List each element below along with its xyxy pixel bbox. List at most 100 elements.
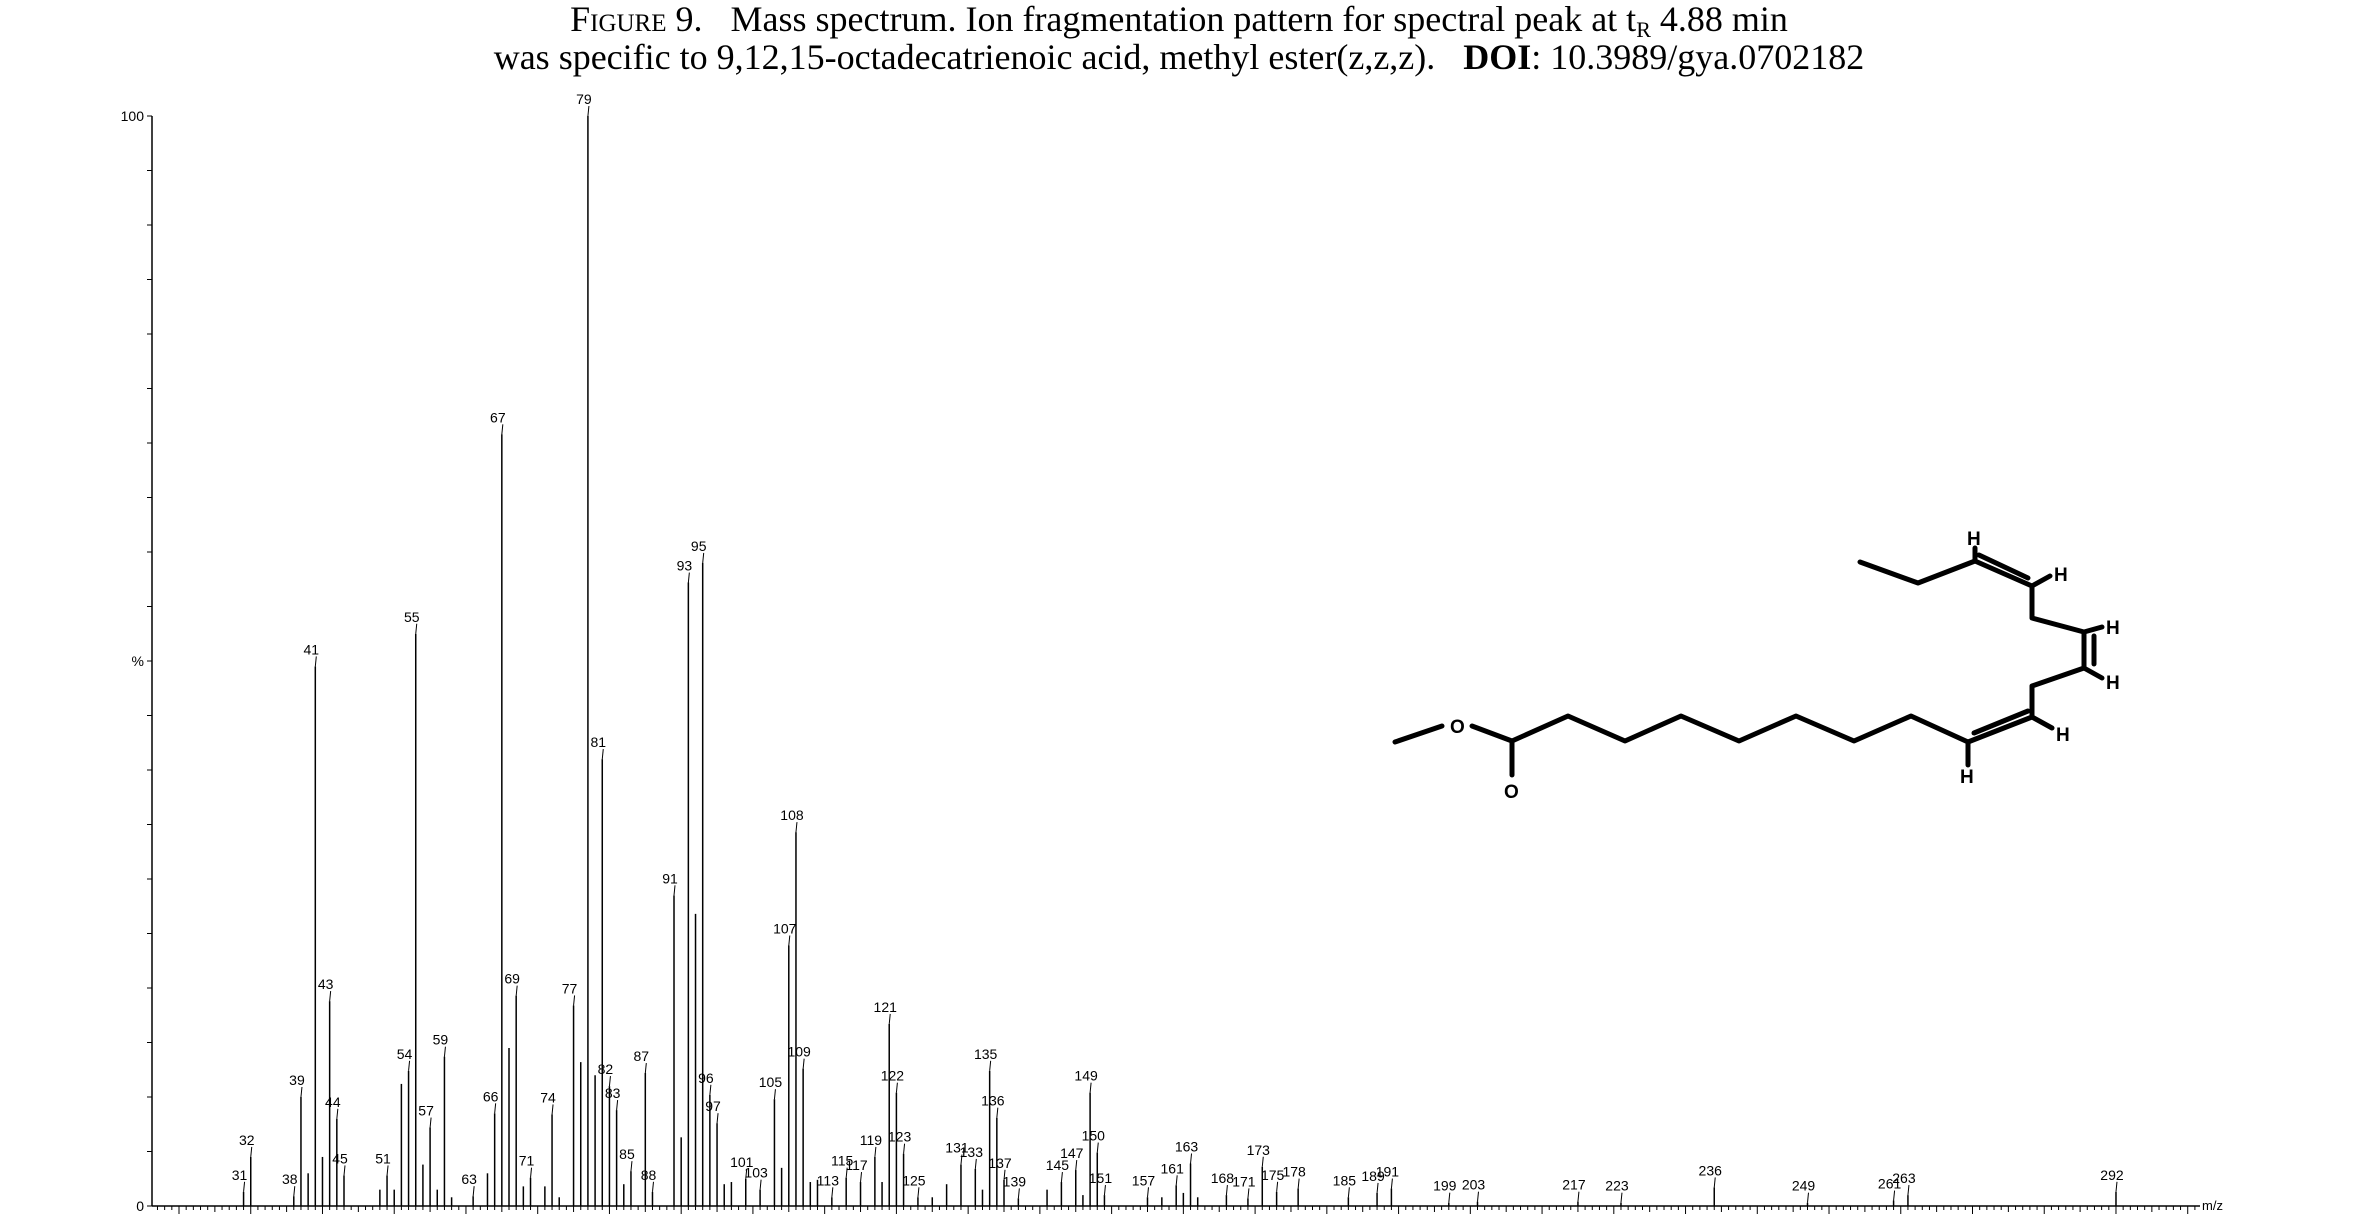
peak-label-leader [415,623,418,634]
peak-label: 236 [1699,1162,1723,1178]
peak-label: 79 [576,91,592,107]
peak-label: 150 [1082,1128,1106,1144]
peak-label-leader [888,1013,891,1025]
caption-text-2: was specific to 9,12,15-octadecatrienoic… [493,37,1436,77]
peak-label-leader [802,1058,805,1069]
peak-label-leader [1190,1153,1193,1164]
peak-label: 45 [332,1150,348,1166]
peak-label-leader [644,1062,647,1074]
peak-label: 171 [1232,1173,1256,1189]
peak-label-leader [587,105,590,117]
caption-text-1: Mass spectrum. Ion fragmentation pattern… [730,0,1637,39]
peak-label-leader [860,1171,863,1183]
peak-label: 217 [1562,1177,1586,1193]
peak-label: 137 [988,1155,1012,1171]
peak-label-leader [895,1082,898,1093]
peak-label: 67 [490,409,506,425]
peak-label-leader [1225,1185,1228,1196]
peak-label-leader [1577,1191,1580,1202]
peak-label: 74 [540,1089,556,1105]
peak-label-leader [1713,1177,1716,1188]
peak-label: 77 [562,980,578,996]
peak-label-leader [630,1161,633,1172]
peak-label-leader [1620,1192,1623,1203]
peak-label: 151 [1089,1170,1113,1186]
peak-label-leader [874,1146,877,1157]
peak-label-leader [408,1060,411,1071]
y-tick-label: 100 [121,108,145,124]
peak-label: 103 [744,1165,768,1181]
peak-label-leader [989,1060,992,1071]
peak-label-leader [616,1100,619,1111]
atom-label-h-5: H [2054,565,2068,586]
peak-label: 168 [1211,1170,1235,1186]
peak-label: 292 [2100,1167,2124,1183]
peak-label-leader [1146,1187,1149,1198]
atom-label-h-2: H [2056,725,2070,746]
peak-label: 55 [404,609,420,625]
peak-label-leader [1893,1190,1896,1201]
peak-label-leader [716,1113,719,1124]
caption-text-1-end: 4.88 min [1650,0,1788,39]
caption-line-2: was specific to 9,12,15-octadecatrienoic… [0,38,2358,76]
peak-label-leader [1003,1169,1006,1180]
peak-label-leader [250,1146,253,1157]
peak-label-leader [651,1181,654,1192]
peak-label: 96 [698,1070,714,1086]
peak-label: 54 [397,1046,413,1062]
peak-label-leader [687,572,690,583]
peak-label: 51 [375,1150,391,1166]
peak-label-leader [608,1076,611,1087]
peak-label-leader [243,1181,246,1192]
peak-label-leader [300,1086,303,1098]
peak-label: 136 [981,1093,1005,1109]
peak-label-leader [759,1179,762,1190]
peak-label-leader [795,822,798,833]
peak-label-leader [494,1103,497,1114]
caption-subscript: R [1636,17,1651,42]
peak-label-leader [960,1154,963,1165]
peak-label: 249 [1792,1178,1816,1194]
peak-label-leader [903,1143,906,1154]
peak-label-leader [702,552,705,563]
peak-label: 88 [641,1167,657,1183]
peak-label: 121 [874,999,898,1015]
peak-label-leader [1390,1178,1393,1189]
y-tick-label: 0 [136,1198,144,1214]
peak-label-leader [343,1165,346,1176]
molecular-structure: O O H H H H H H [1392,529,2120,803]
peak-label-leader [1017,1188,1020,1199]
peak-label-leader [1247,1188,1250,1199]
peak-label-leader [293,1186,296,1197]
x-axis-label: m/z [2202,1198,2223,1213]
peak-label-leader [336,1108,339,1119]
peak-label: 133 [960,1144,984,1160]
peak-label: 69 [504,971,520,987]
peak-label-leader [1276,1181,1279,1192]
peak-label: 101 [730,1154,754,1170]
peak-label-leader [429,1117,432,1128]
peak-label-leader [1376,1182,1379,1193]
peak-label: 91 [662,870,678,886]
peak-label: 125 [902,1172,926,1188]
y-tick-label: % [132,653,144,669]
peak-label-leader [515,985,518,996]
atom-label-h-1: H [1960,767,1974,788]
peak-label: 39 [289,1072,305,1088]
peak-label: 163 [1175,1138,1199,1154]
peak-label: 95 [691,538,707,554]
peak-label-leader [2115,1181,2118,1192]
peak-label: 175 [1261,1167,1285,1183]
peak-label-leader [530,1167,533,1178]
peak-label: 66 [483,1088,499,1104]
peak-label-leader [443,1046,446,1057]
peak-label: 97 [705,1098,721,1114]
peak-label: 135 [974,1046,998,1062]
peak-label: 149 [1074,1068,1098,1084]
peak-label: 203 [1462,1177,1486,1193]
peak-label: 85 [619,1146,635,1162]
chart-peaks [242,116,2117,1206]
peak-label: 109 [787,1044,811,1060]
atom-label-h-6: H [1967,529,1981,550]
